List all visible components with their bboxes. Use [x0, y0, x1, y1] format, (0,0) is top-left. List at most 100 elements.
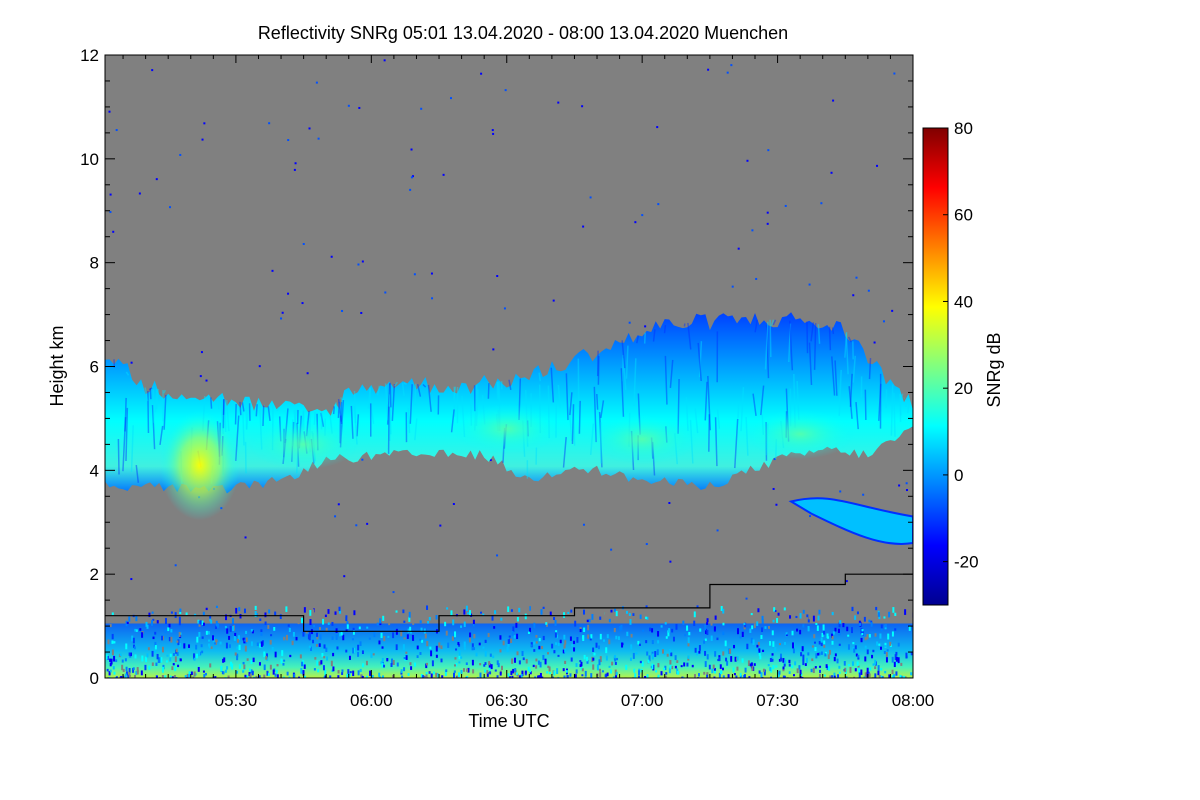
clutter-speck [499, 649, 502, 653]
x-tick-label: 06:00 [350, 691, 393, 710]
clutter-speck [532, 664, 535, 668]
clutter-speck [291, 640, 294, 646]
clutter-speck [589, 636, 592, 641]
clutter-speck [894, 628, 897, 631]
noise-speck [244, 536, 247, 539]
cloud-streak [453, 386, 457, 401]
cloud-streak [855, 402, 859, 430]
clutter-speck [511, 658, 514, 664]
clutter-speck [629, 618, 632, 625]
clutter-speck [664, 675, 667, 678]
clutter-speck [345, 629, 348, 632]
clutter-speck [599, 656, 602, 663]
noise-speck [773, 458, 776, 461]
clutter-speck [419, 638, 422, 641]
clutter-speck [125, 671, 128, 676]
clutter-speck [651, 663, 654, 670]
clutter-speck [851, 661, 854, 666]
cloud-streak [838, 369, 842, 416]
clutter-speck [598, 668, 601, 672]
clutter-speck [454, 631, 457, 638]
cloud-streak [149, 388, 152, 400]
clutter-speck [184, 675, 187, 678]
clutter-speck [105, 654, 108, 660]
clutter-speck [801, 646, 804, 652]
clutter-speck [236, 638, 239, 643]
clutter-speck [514, 669, 517, 676]
noise-speck [258, 365, 261, 368]
noise-speck [745, 597, 748, 600]
clutter-speck [500, 665, 503, 671]
clutter-speck [638, 643, 641, 646]
clutter-speck [843, 661, 846, 666]
clutter-speck [428, 671, 431, 674]
noise-speck [130, 578, 133, 581]
clutter-speck [276, 674, 279, 678]
clutter-speck [432, 671, 435, 675]
clutter-speck [871, 654, 874, 659]
clutter-speck [854, 645, 857, 650]
clutter-speck [177, 639, 180, 646]
clutter-band [105, 623, 913, 678]
clutter-speck [713, 626, 716, 631]
cloud-streak [845, 333, 849, 375]
noise-speck [496, 554, 499, 557]
clutter-speck [576, 618, 579, 622]
clutter-speck [330, 660, 333, 667]
clutter-speck [425, 663, 428, 669]
noise-speck [634, 221, 637, 224]
clutter-speck [392, 674, 395, 678]
clutter-speck [817, 652, 820, 656]
clutter-speck [345, 617, 348, 622]
clutter-speck [596, 664, 599, 671]
x-tick-label: 06:30 [485, 691, 528, 710]
clutter-speck [706, 674, 709, 678]
noise-speck [431, 297, 434, 300]
clutter-speck [837, 674, 840, 678]
clutter-speck [337, 670, 340, 674]
clutter-speck [201, 650, 204, 654]
noise-speck [200, 351, 203, 354]
cloud-streak [276, 407, 280, 412]
noise-speck [341, 309, 344, 312]
clutter-speck [868, 634, 871, 638]
clutter-speck [778, 643, 781, 646]
clutter-speck [632, 613, 635, 616]
clutter-speck [345, 615, 348, 618]
clutter-speck [666, 653, 669, 657]
cloud-streak [760, 385, 765, 416]
clutter-speck [885, 652, 888, 657]
clutter-speck [383, 664, 386, 668]
noise-speck [301, 302, 304, 305]
clutter-speck [720, 670, 723, 675]
clutter-speck [128, 672, 131, 676]
clutter-speck [630, 633, 633, 638]
clutter-speck [556, 634, 559, 639]
clutter-speck [200, 644, 203, 648]
clutter-speck [431, 660, 434, 667]
clutter-speck [110, 658, 113, 665]
clutter-speck [660, 671, 663, 676]
clutter-speck [714, 651, 717, 657]
clutter-speck [900, 675, 903, 678]
clutter-speck [655, 670, 658, 673]
clutter-speck [202, 670, 205, 673]
near-surface-clutter [105, 605, 913, 678]
clutter-speck [833, 672, 836, 678]
clutter-speck [164, 617, 167, 624]
clutter-speck [201, 636, 204, 639]
clutter-speck [576, 637, 579, 643]
clutter-speck [619, 626, 622, 632]
noise-speck [280, 317, 283, 320]
clutter-speck [554, 632, 557, 638]
clutter-speck [757, 608, 760, 613]
clutter-speck [774, 609, 777, 612]
clutter-speck [115, 659, 118, 663]
clutter-speck [380, 661, 383, 665]
clutter-speck [542, 654, 545, 661]
clutter-speck [718, 672, 721, 678]
clutter-speck [884, 645, 887, 648]
clutter-speck [482, 646, 485, 649]
clutter-speck [657, 631, 660, 637]
clutter-speck [207, 631, 210, 635]
